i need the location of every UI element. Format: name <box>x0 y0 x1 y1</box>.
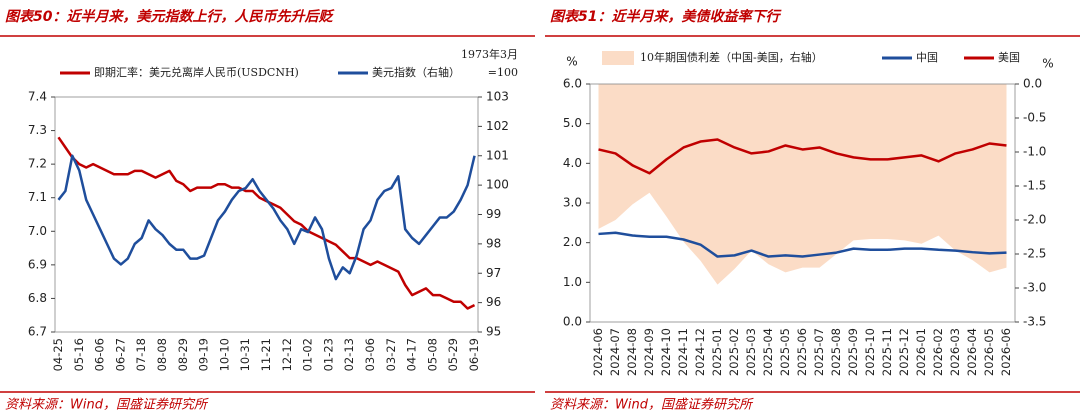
y2-tick-label: -1.0 <box>1023 145 1046 159</box>
y2-tick-label: -1.5 <box>1023 179 1046 193</box>
y2-tick-label: -3.0 <box>1023 281 1046 295</box>
legend-swatch <box>602 51 634 65</box>
x-tick-label: 2024-12 <box>693 328 707 376</box>
y2-tick-label: 101 <box>486 148 509 162</box>
x-tick-label: 2025-10 <box>863 328 877 376</box>
x-tick-label: 2024-08 <box>625 328 639 376</box>
x-tick-label: 2025-11 <box>880 328 894 376</box>
x-tick-label: 2026-06 <box>999 328 1013 376</box>
x-tick-label: 2025-09 <box>846 328 860 376</box>
x-tick-label: 2025-03 <box>744 328 758 376</box>
x-tick-label: 08-29 <box>176 338 190 371</box>
spread-area <box>598 84 1007 285</box>
y-tick-label: 7.0 <box>28 224 47 238</box>
y-tick-label: 7.2 <box>28 157 47 171</box>
x-tick-label: 2024-10 <box>659 328 673 376</box>
x-tick-label: 2025-04 <box>761 328 775 376</box>
x-tick-label: 05-29 <box>446 338 460 371</box>
source-note: 资料来源：Wind，国盛证券研究所 <box>5 397 209 413</box>
x-tick-label: 2024-09 <box>642 328 656 376</box>
legend-label: 美国 <box>998 51 1020 64</box>
legend-label: 10年期国债利差（中国-美国，右轴） <box>640 50 823 64</box>
x-tick-label: 06-27 <box>113 338 127 371</box>
y2-tick-label: -2.0 <box>1023 213 1046 227</box>
x-tick-label: 2025-08 <box>829 328 843 376</box>
x-tick-label: 09-19 <box>197 338 211 371</box>
x-tick-label: 04-17 <box>405 338 419 371</box>
x-tick-label: 06-06 <box>93 338 107 371</box>
x-tick-label: 2026-01 <box>914 328 928 376</box>
x-tick-label: 10-10 <box>217 338 231 371</box>
legend-label: 中国 <box>916 51 938 64</box>
series-line <box>598 138 1007 175</box>
x-tick-label: 07-18 <box>134 338 148 371</box>
y2-tick-label: 102 <box>486 119 509 133</box>
y2-unit-note: 1973年3月 <box>461 47 518 61</box>
x-tick-label: 11-21 <box>259 338 273 371</box>
y-tick-label: 6.0 <box>563 77 582 91</box>
y-tick-label: 6.9 <box>28 257 47 271</box>
x-tick-label: 2026-04 <box>965 328 979 376</box>
x-tick-label: 2024-06 <box>591 328 605 376</box>
x-tick-label: 03-06 <box>363 338 377 371</box>
y-tick-label: 2.0 <box>563 235 582 249</box>
x-tick-label: 12-12 <box>280 338 294 371</box>
y-tick-label: 1.0 <box>563 275 582 289</box>
y-tick-label: 3.0 <box>563 196 582 210</box>
plot-frame <box>54 96 479 333</box>
y-tick-label: 6.7 <box>28 325 47 339</box>
figure-title: 图表51：近半月来，美债收益率下行 <box>550 8 782 25</box>
y2-tick-label: 96 <box>486 295 501 309</box>
legend-label: 即期汇率：美元兑离岸人民币(USDCNH) <box>94 65 299 79</box>
x-tick-label: 04-25 <box>51 338 65 371</box>
y-tick-label: 7.3 <box>28 123 47 137</box>
x-tick-label: 2025-02 <box>727 328 741 376</box>
y2-tick-label: -0.5 <box>1023 111 1046 125</box>
x-tick-label: 02-13 <box>342 338 356 371</box>
y2-tick-label: 95 <box>486 325 501 339</box>
series-line <box>57 136 476 310</box>
y-tick-label: 7.4 <box>28 90 47 104</box>
x-tick-label: 2024-11 <box>676 328 690 376</box>
y2-tick-label: 99 <box>486 207 501 221</box>
figure-title: 图表50：近半月来，美元指数上行，人民币先升后贬 <box>5 8 335 25</box>
x-tick-label: 08-08 <box>155 338 169 371</box>
x-tick-label: 10-31 <box>238 338 252 371</box>
y2-tick-label: -2.5 <box>1023 247 1046 261</box>
y-tick-label: 4.0 <box>563 156 582 170</box>
y-tick-label: 5.0 <box>563 116 582 130</box>
y2-tick-label: 98 <box>486 236 501 250</box>
y-tick-label: 7.1 <box>28 190 47 204</box>
legend-label: 美元指数（右轴） <box>372 65 460 79</box>
y2-tick-label: 97 <box>486 266 501 280</box>
x-tick-label: 2025-07 <box>812 328 826 376</box>
x-tick-label: 2025-01 <box>710 328 724 376</box>
source-note: 资料来源：Wind，国盛证券研究所 <box>550 397 754 413</box>
x-tick-label: 01-23 <box>321 338 335 371</box>
y2-tick-label: -3.5 <box>1023 315 1046 329</box>
x-tick-label: 05-16 <box>72 338 86 371</box>
series-line <box>57 154 476 281</box>
x-tick-label: 2024-07 <box>608 328 622 376</box>
x-tick-label: 2025-06 <box>795 328 809 376</box>
x-tick-label: 2026-03 <box>948 328 962 376</box>
x-tick-label: 2026-02 <box>931 328 945 376</box>
x-tick-label: 03-27 <box>384 338 398 371</box>
series-line <box>598 231 1007 258</box>
x-tick-label: 01-02 <box>301 338 315 371</box>
y2-unit-note: =100 <box>488 66 518 79</box>
y-axis-label: % <box>566 55 577 69</box>
y-tick-label: 6.8 <box>28 291 47 305</box>
y2-tick-label: 100 <box>486 178 509 192</box>
y-tick-label: 0.0 <box>563 315 582 329</box>
y2-tick-label: 0.0 <box>1023 77 1042 91</box>
x-tick-label: 05-08 <box>425 338 439 371</box>
y2-tick-label: 103 <box>486 90 509 104</box>
x-tick-label: 2025-05 <box>778 328 792 376</box>
x-tick-label: 2026-05 <box>982 328 996 376</box>
y2-axis-label: % <box>1042 57 1053 71</box>
x-tick-label: 06-19 <box>467 338 481 371</box>
x-tick-label: 2025-12 <box>897 328 911 376</box>
